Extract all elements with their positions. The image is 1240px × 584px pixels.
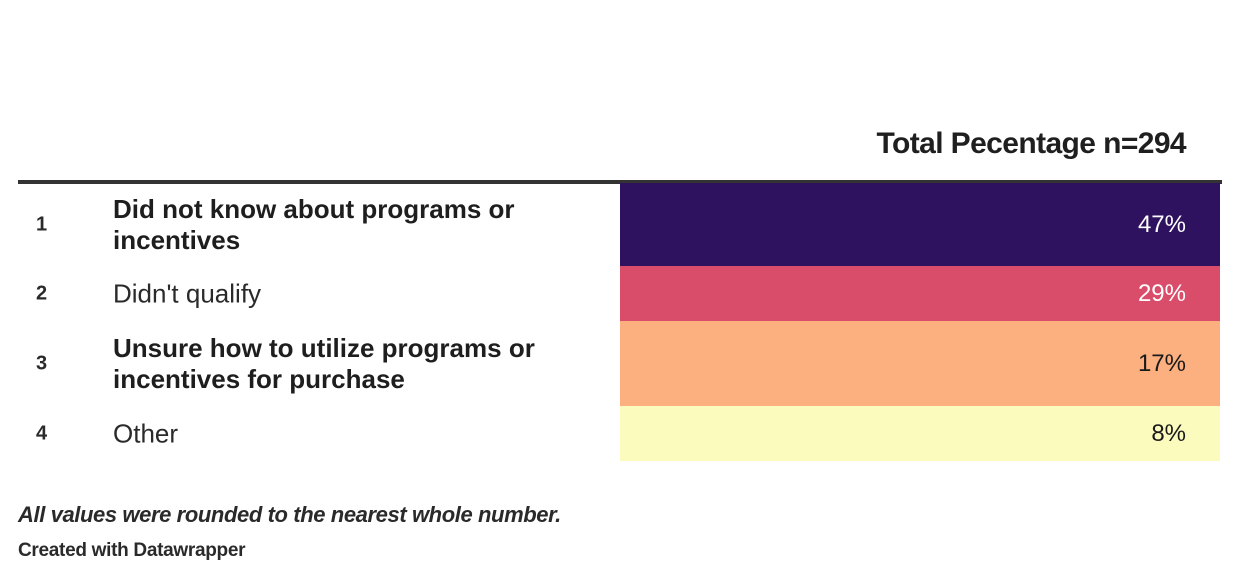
- row-label: Other: [113, 418, 179, 448]
- row-rank: 3: [36, 352, 48, 374]
- row-rank: 2: [36, 282, 48, 304]
- table-row: 4 Other 8%: [18, 406, 1222, 461]
- row-rank: 1: [36, 213, 48, 235]
- footnote: All values were rounded to the nearest w…: [18, 502, 561, 527]
- table-body: 1 Did not know about programs or incentiv…: [18, 183, 1222, 461]
- value-cell: 8%: [620, 406, 1220, 461]
- value-label: 47%: [1137, 210, 1186, 238]
- value-label: 8%: [1151, 419, 1186, 447]
- row-label: Did not know about programs or incentive…: [113, 193, 515, 255]
- value-cell: 29%: [620, 266, 1220, 321]
- table-row: 3 Unsure how to utilize programs or incen…: [18, 321, 1222, 406]
- table-header: Total Pecentage n=294: [18, 124, 1222, 184]
- credit-text: Created with Datawrapper: [18, 540, 246, 561]
- value-label: 17%: [1137, 349, 1186, 377]
- table-row: 1 Did not know about programs or incentiv…: [18, 183, 1222, 266]
- row-rank: 4: [36, 422, 48, 444]
- row-label: Didn't qualify: [113, 278, 262, 308]
- value-cell: 47%: [620, 183, 1220, 266]
- value-cell: 17%: [620, 321, 1220, 406]
- row-label: Unsure how to utilize programs or incent…: [113, 332, 535, 394]
- column-title: Total Pecentage n=294: [876, 127, 1187, 160]
- value-label: 29%: [1137, 279, 1186, 307]
- table-row: 2 Didn't qualify 29%: [18, 266, 1222, 321]
